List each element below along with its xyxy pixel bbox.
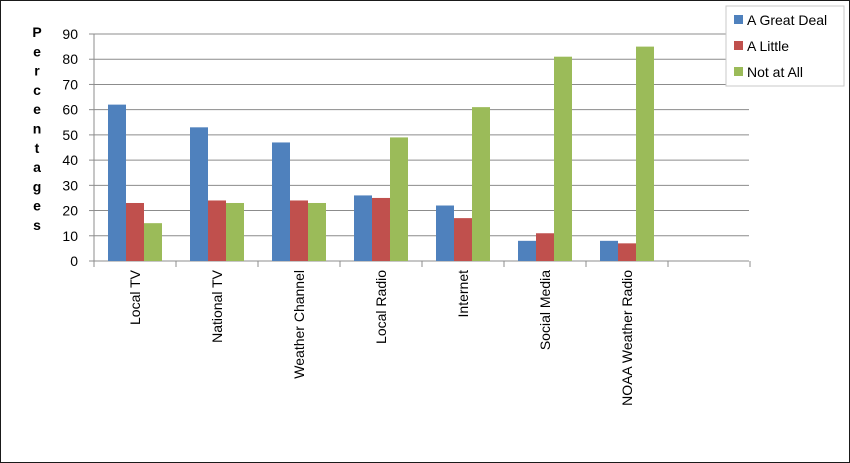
bar-a-little <box>454 218 472 261</box>
legend-swatch <box>734 15 743 24</box>
bar-a-little <box>536 233 554 261</box>
bar-a-great-deal <box>108 104 126 261</box>
legend-label: A Little <box>747 38 789 54</box>
y-axis-title-letter: a <box>33 159 41 175</box>
bar-a-great-deal <box>600 240 618 261</box>
bar-not-at-all <box>636 46 654 261</box>
bar-not-at-all <box>308 202 326 261</box>
y-axis-title-letter: e <box>33 198 41 214</box>
bar-a-great-deal <box>518 240 536 261</box>
legend-label: Not at All <box>747 64 803 80</box>
y-tick-label: 70 <box>62 76 78 92</box>
y-axis-title-letter: c <box>33 82 41 98</box>
x-category-label: Weather Channel <box>291 270 307 379</box>
y-axis-title-letter: t <box>35 140 40 156</box>
bar-a-little <box>290 200 308 261</box>
bar-a-little <box>372 197 390 261</box>
y-axis-title-letter: n <box>33 121 42 137</box>
y-tick-labels: 0 10 20 30 40 50 60 70 80 90 <box>62 26 78 269</box>
legend-swatch <box>734 67 743 76</box>
x-category-labels: Local TV National TV Weather Channel Local … <box>127 269 635 406</box>
y-axis-title-letter: r <box>34 63 40 79</box>
bar-a-little <box>618 243 636 261</box>
x-category-label: National TV <box>209 269 225 343</box>
x-category-label: Social Media <box>537 270 553 350</box>
bar-a-great-deal <box>436 205 454 261</box>
y-axis-title-letter: g <box>33 178 42 194</box>
y-tick-label: 50 <box>62 127 78 143</box>
bar-a-little <box>208 200 226 261</box>
legend-swatch <box>734 41 743 50</box>
x-category-label: Local TV <box>127 269 143 325</box>
bar-a-little <box>126 202 144 261</box>
y-tick-label: 20 <box>62 203 78 219</box>
bars <box>108 46 654 262</box>
bar-not-at-all <box>390 137 408 261</box>
x-category-label: Local Radio <box>373 270 389 344</box>
bar-not-at-all <box>472 107 490 262</box>
legend-box <box>725 5 845 87</box>
bar-a-great-deal <box>272 142 290 261</box>
y-tick-label: 90 <box>62 26 78 42</box>
y-axis-title-letter: P <box>32 24 41 40</box>
y-axis-title-letter: s <box>33 217 41 233</box>
y-tick-label: 10 <box>62 228 78 244</box>
x-category-label: Internet <box>455 270 471 318</box>
y-tick-label: 0 <box>70 253 78 269</box>
y-tick-label: 60 <box>62 102 78 118</box>
y-tick-label: 40 <box>62 152 78 168</box>
y-axis-title-letter: e <box>33 43 41 59</box>
legend-label: A Great Deal <box>747 12 827 28</box>
bar-not-at-all <box>144 223 162 261</box>
bar-a-great-deal <box>190 127 208 261</box>
y-tick-label: 30 <box>62 177 78 193</box>
legend: A Great Deal A Little Not at All <box>725 5 845 87</box>
bar-not-at-all <box>226 202 244 261</box>
y-tick-label: 80 <box>62 51 78 67</box>
bar-not-at-all <box>554 56 572 262</box>
x-category-label: NOAA Weather Radio <box>619 270 635 406</box>
bar-a-great-deal <box>354 195 372 261</box>
y-axis-title-letter: e <box>33 101 41 117</box>
